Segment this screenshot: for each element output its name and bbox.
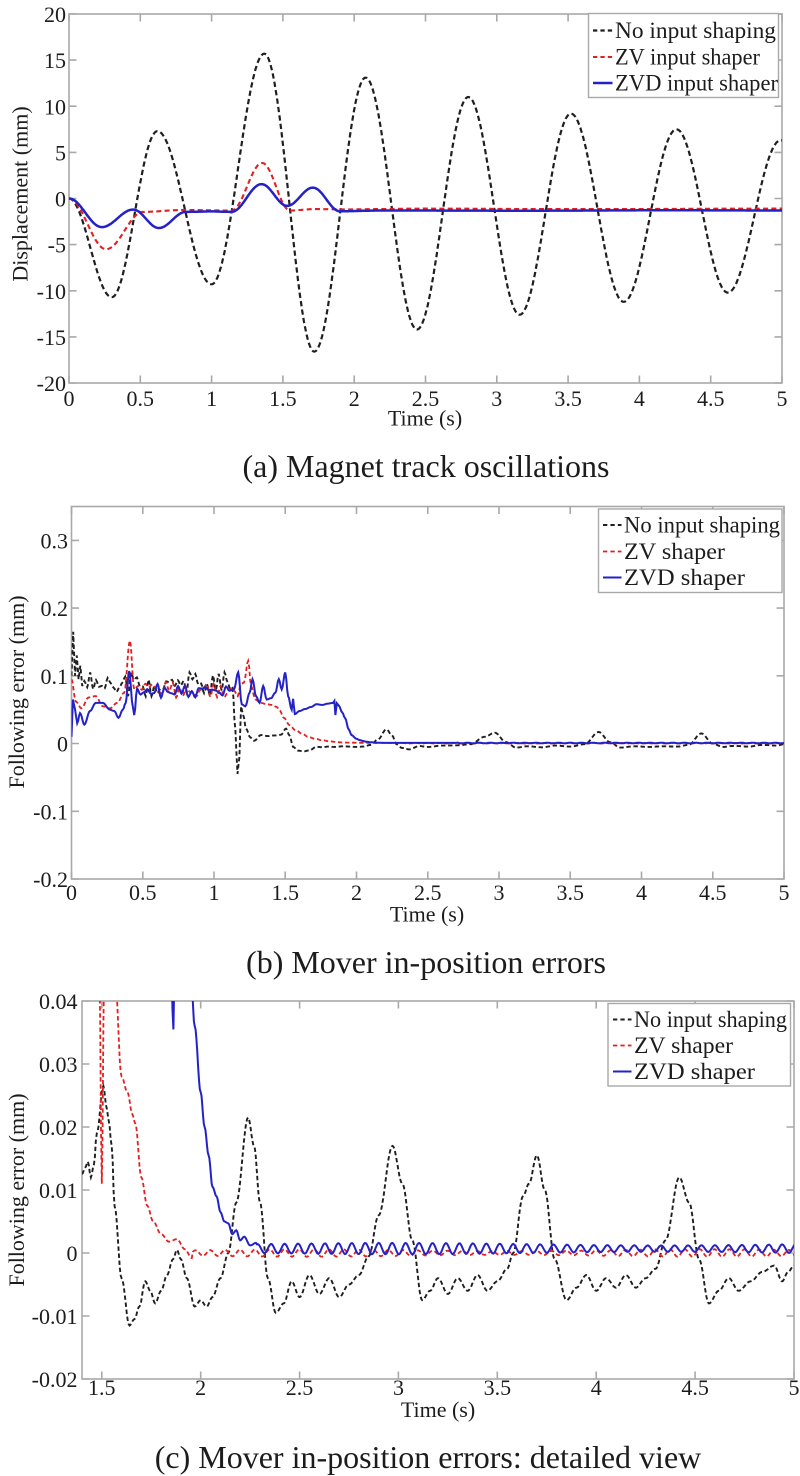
svg-text:0: 0 (67, 1241, 78, 1266)
svg-text:4.5: 4.5 (699, 880, 727, 905)
svg-text:0.04: 0.04 (39, 989, 78, 1014)
svg-text:ZV input shaper: ZV input shaper (615, 45, 760, 70)
svg-text:0.5: 0.5 (129, 880, 157, 905)
svg-text:1: 1 (206, 386, 217, 411)
svg-text:3: 3 (393, 1375, 404, 1400)
svg-text:0.01: 0.01 (39, 1178, 78, 1203)
svg-text:4.5: 4.5 (697, 386, 725, 411)
svg-text:3: 3 (491, 386, 502, 411)
svg-text:10: 10 (44, 94, 66, 119)
svg-text:Following error (mm): Following error (mm) (4, 595, 29, 788)
svg-text:Time (s): Time (s) (401, 1397, 475, 1422)
svg-text:15: 15 (44, 48, 66, 73)
svg-text:2.5: 2.5 (412, 386, 440, 411)
svg-text:4: 4 (636, 880, 647, 905)
svg-text:-15: -15 (37, 325, 66, 350)
svg-text:ZVD input shaper: ZVD input shaper (615, 71, 778, 96)
svg-text:-20: -20 (37, 371, 66, 396)
svg-text:5: 5 (777, 386, 788, 411)
svg-text:No input shaping: No input shaping (615, 18, 776, 43)
svg-text:2: 2 (349, 386, 360, 411)
svg-text:ZVD shaper: ZVD shaper (624, 565, 745, 590)
svg-text:0: 0 (66, 880, 77, 905)
svg-text:4.5: 4.5 (681, 1375, 709, 1400)
svg-text:0: 0 (57, 732, 68, 757)
svg-text:4: 4 (591, 1375, 602, 1400)
svg-text:5: 5 (779, 880, 790, 905)
svg-text:0.3: 0.3 (41, 528, 69, 553)
svg-text:1: 1 (209, 880, 220, 905)
svg-text:-0.01: -0.01 (32, 1304, 78, 1329)
svg-text:0.2: 0.2 (41, 596, 69, 621)
svg-text:0.02: 0.02 (39, 1115, 78, 1140)
svg-text:ZV shaper: ZV shaper (624, 539, 725, 564)
svg-text:ZVD shaper: ZVD shaper (634, 1059, 755, 1084)
svg-text:0: 0 (64, 386, 75, 411)
svg-text:Time (s): Time (s) (388, 406, 462, 431)
svg-text:Displacement (mm): Displacement (mm) (8, 106, 33, 281)
svg-text:20: 20 (44, 2, 66, 27)
svg-text:4: 4 (634, 386, 645, 411)
svg-text:0: 0 (55, 187, 66, 212)
svg-text:No input shaping: No input shaping (624, 513, 780, 538)
svg-text:3.5: 3.5 (554, 386, 582, 411)
svg-text:-0.2: -0.2 (33, 867, 68, 892)
svg-text:0.03: 0.03 (39, 1052, 78, 1077)
svg-text:1.5: 1.5 (272, 880, 300, 905)
svg-text:Following error (mm): Following error (mm) (4, 1093, 29, 1286)
svg-text:-5: -5 (48, 233, 66, 258)
svg-text:2: 2 (351, 880, 362, 905)
svg-text:2.5: 2.5 (286, 1375, 314, 1400)
svg-text:5: 5 (789, 1375, 800, 1400)
svg-text:Time (s): Time (s) (390, 902, 464, 927)
svg-text:3.5: 3.5 (484, 1375, 512, 1400)
svg-text:3.5: 3.5 (557, 880, 585, 905)
svg-text:3: 3 (494, 880, 505, 905)
svg-text:(b) Mover in-position errors: (b) Mover in-position errors (246, 944, 606, 980)
svg-text:1.5: 1.5 (269, 386, 297, 411)
svg-text:(c) Mover in-position errors:: (c) Mover in-position errors: detailed v… (155, 1439, 702, 1475)
svg-text:0.1: 0.1 (41, 664, 69, 689)
svg-text:1.5: 1.5 (88, 1375, 116, 1400)
svg-text:2.5: 2.5 (414, 880, 442, 905)
svg-text:0.5: 0.5 (127, 386, 155, 411)
svg-text:(a) Magnet track oscillations: (a) Magnet track oscillations (243, 448, 610, 484)
svg-text:-10: -10 (37, 279, 66, 304)
svg-text:2: 2 (195, 1375, 206, 1400)
svg-text:ZV shaper: ZV shaper (634, 1033, 733, 1058)
svg-text:5: 5 (55, 140, 66, 165)
svg-text:-0.1: -0.1 (33, 799, 68, 824)
svg-text:No input shaping: No input shaping (634, 1007, 787, 1032)
svg-text:-0.02: -0.02 (32, 1367, 78, 1392)
